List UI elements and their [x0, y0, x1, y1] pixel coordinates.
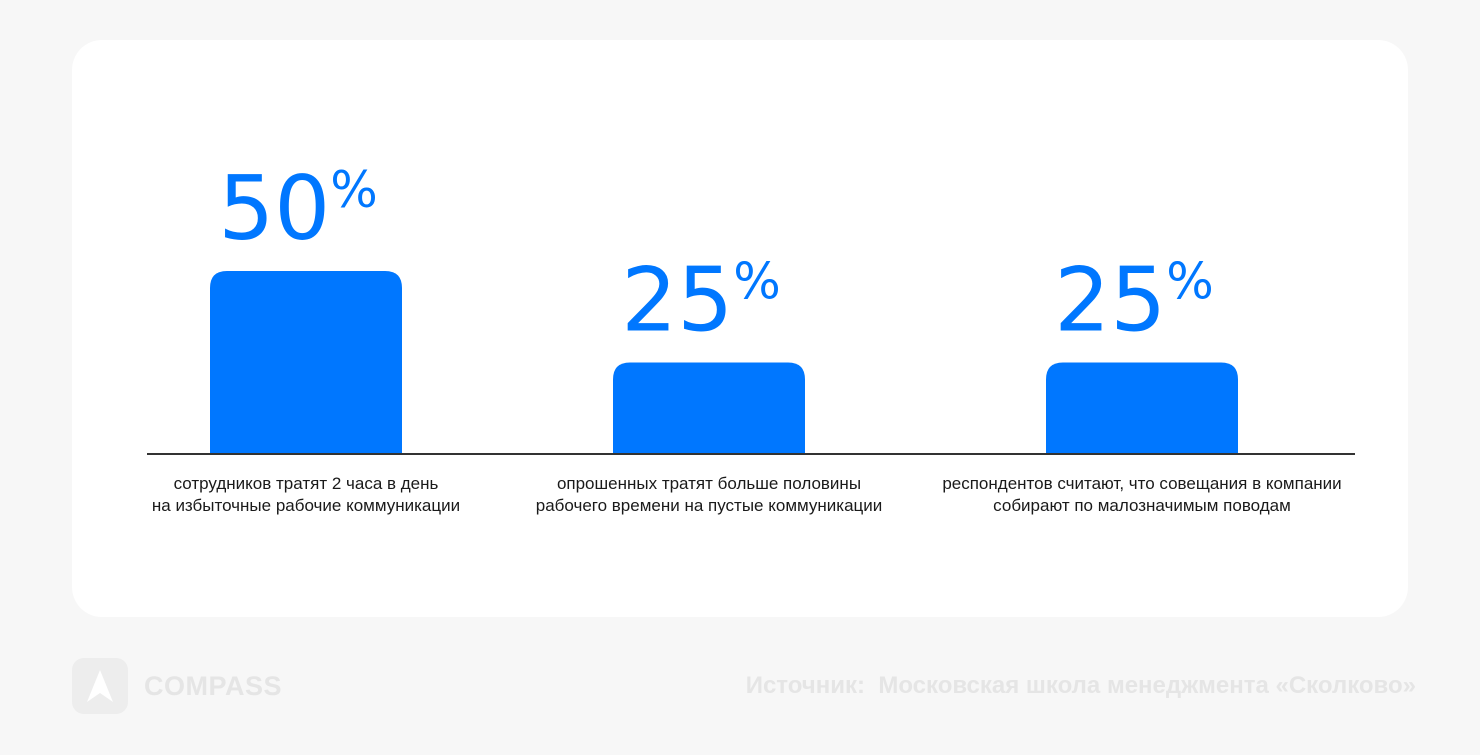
compass-arrow-icon — [72, 658, 128, 714]
bar-chart: 50%25% 25% — [147, 157, 1355, 455]
bar-3 — [1046, 362, 1238, 454]
source-label: Источник: — [745, 672, 865, 699]
bar-2 — [613, 362, 805, 454]
bar-value-number-3: 25 — [1054, 249, 1166, 352]
bar-value-number-1: 50 — [218, 157, 330, 260]
bar-value-label-3: 25% — [1054, 249, 1214, 352]
bar-caption-2-line-2: рабочего времени на пустые коммуникации — [535, 496, 883, 515]
logo-text: COMPASS — [144, 670, 283, 701]
compass-logo: COMPASS — [72, 658, 282, 714]
bar-value-number-2: 25 — [621, 249, 733, 352]
bar-value-label-1: 50% — [218, 157, 378, 260]
bars-group — [210, 271, 1238, 454]
value-labels-group: 50%25% 25% — [218, 157, 1214, 352]
bar-caption-2: опрошенных тратят больше половины рабоче… — [509, 473, 909, 517]
bar-caption-1: сотрудников тратят 2 часа в день на избы… — [106, 473, 506, 517]
source-note: Источник: Московская школа менеджмента «… — [746, 672, 1416, 700]
bar-1 — [210, 271, 402, 454]
bar-caption-3-line-1: респондентов считают, что совещания в ко… — [942, 474, 1342, 493]
bar-caption-1-line-2: на избыточные рабочие коммуникации — [151, 496, 461, 515]
bar-value-label-2: 25% — [621, 249, 781, 352]
bar-caption-3: респондентов считают, что совещания в ко… — [942, 473, 1342, 517]
bar-caption-3-line-2: собирают по малозначимым поводам — [993, 496, 1291, 515]
bar-value-percent-3: % — [1166, 253, 1214, 311]
bar-value-percent-1: % — [330, 161, 378, 219]
bar-caption-2-line-1: опрошенных тратят больше половины — [556, 474, 862, 493]
source-value: Московская школа менеджмента «Сколково» — [878, 672, 1416, 699]
bar-caption-1-line-1: сотрудников тратят 2 часа в день — [173, 474, 439, 493]
bar-value-percent-2: % — [733, 253, 781, 311]
